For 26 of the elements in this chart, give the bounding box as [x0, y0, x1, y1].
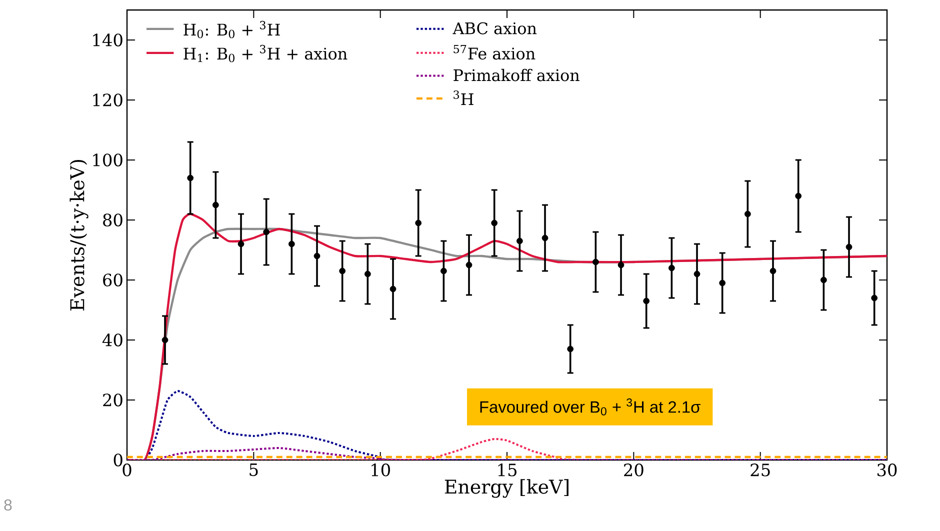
legend-label: $^{3}$H [454, 90, 474, 106]
annotation: Favoured over B$_{0}$ + $^{3}$H at 2.1σ [480, 398, 700, 416]
x-tick-label: 20 [624, 463, 644, 476]
x-tick-label: 25 [750, 463, 770, 476]
x-tick-label: 0 [122, 463, 132, 476]
y-tick-label: 60 [103, 274, 122, 286]
legend-label: $^{57}$Fe axion [454, 44, 536, 60]
text: 8 [4, 499, 12, 511]
line-series [127, 446, 888, 460]
y-tick-label: 120 [93, 94, 122, 106]
x-tick-label: 10 [372, 463, 390, 476]
y-tick-label: 80 [103, 214, 122, 226]
legend-label: ABC axion [452, 22, 537, 34]
y-axis-title: Events/(t·y·keV) [70, 160, 88, 310]
legend-label: H$_{0}$: B$_{0}$ + $^{3}$H [184, 20, 280, 38]
y-tick-label: 20 [103, 394, 122, 406]
legend-label: Primakoff axion [454, 68, 580, 82]
y-tick-label: 100 [93, 154, 122, 166]
x-tick-label: 30 [878, 463, 897, 476]
x-axis-title: Energy [keV] [444, 479, 568, 498]
legend-label: H$_{1}$: B$_{0}$ + $^{3}$H + axion [184, 44, 348, 62]
x-tick-label: 5 [250, 464, 258, 476]
y-tick-label: 140 [93, 34, 122, 46]
y-tick-label: 0 [114, 454, 122, 466]
y-tick-label: 40 [102, 334, 122, 346]
x-tick-label: 15 [498, 463, 516, 476]
